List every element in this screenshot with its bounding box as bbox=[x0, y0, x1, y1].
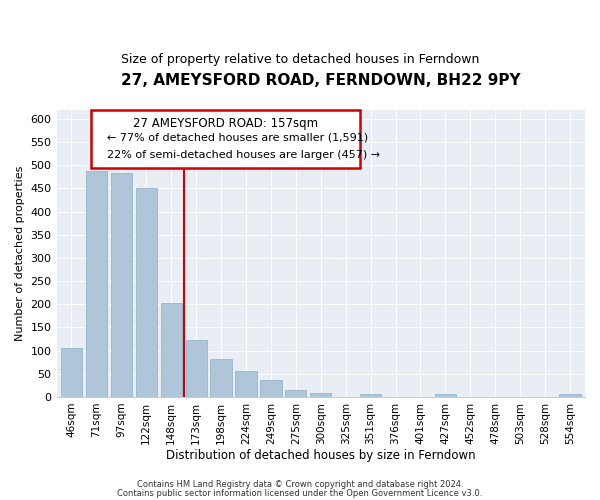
Bar bbox=[260, 380, 281, 397]
Bar bbox=[161, 304, 182, 397]
Bar bbox=[559, 394, 581, 397]
Bar bbox=[185, 340, 207, 397]
FancyBboxPatch shape bbox=[91, 110, 361, 168]
Text: 22% of semi-detached houses are larger (457) →: 22% of semi-detached houses are larger (… bbox=[107, 150, 380, 160]
Text: 27 AMEYSFORD ROAD: 157sqm: 27 AMEYSFORD ROAD: 157sqm bbox=[133, 116, 318, 130]
Bar bbox=[360, 394, 381, 397]
Bar bbox=[61, 348, 82, 397]
X-axis label: Distribution of detached houses by size in Ferndown: Distribution of detached houses by size … bbox=[166, 450, 476, 462]
Bar bbox=[136, 188, 157, 397]
Bar bbox=[310, 393, 331, 397]
Bar bbox=[285, 390, 307, 397]
Title: 27, AMEYSFORD ROAD, FERNDOWN, BH22 9PY: 27, AMEYSFORD ROAD, FERNDOWN, BH22 9PY bbox=[121, 72, 521, 88]
Text: Contains HM Land Registry data © Crown copyright and database right 2024.: Contains HM Land Registry data © Crown c… bbox=[137, 480, 463, 489]
Text: ← 77% of detached houses are smaller (1,591): ← 77% of detached houses are smaller (1,… bbox=[107, 132, 368, 142]
Bar bbox=[235, 370, 257, 397]
Bar bbox=[211, 359, 232, 397]
Y-axis label: Number of detached properties: Number of detached properties bbox=[15, 166, 25, 341]
Text: Size of property relative to detached houses in Ferndown: Size of property relative to detached ho… bbox=[121, 52, 479, 66]
Text: Contains public sector information licensed under the Open Government Licence v3: Contains public sector information licen… bbox=[118, 489, 482, 498]
Bar bbox=[111, 172, 132, 397]
Bar bbox=[435, 394, 456, 397]
Bar bbox=[86, 170, 107, 397]
